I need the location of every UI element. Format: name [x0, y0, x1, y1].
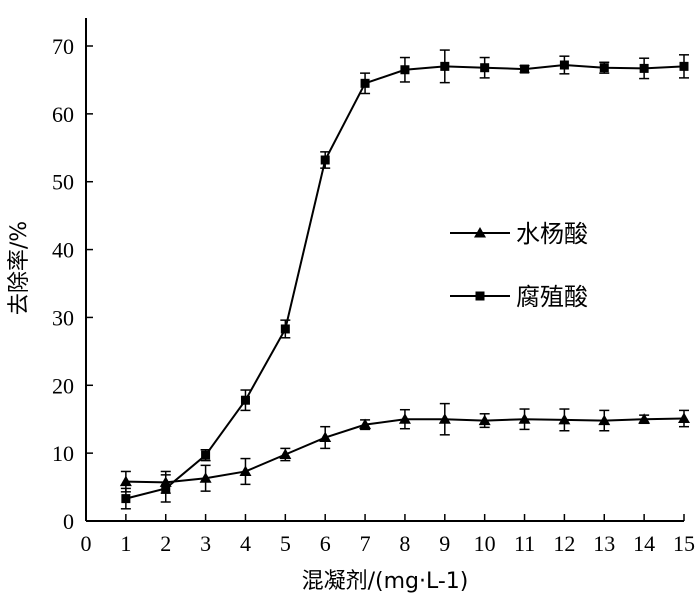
x-axis-label: 混凝剂/(mg·L-1) — [302, 569, 469, 594]
y-axis-ticks: 0 10 20 30 40 50 60 70 — [52, 34, 93, 534]
axes — [85, 18, 684, 522]
data-point — [559, 60, 569, 70]
legend-item: 腐殖酸 — [450, 283, 588, 311]
data-point — [639, 63, 649, 73]
data-point — [360, 78, 370, 88]
x-tick-label: 1 — [120, 531, 131, 556]
x-tick-label: 4 — [240, 531, 251, 556]
x-tick-label: 2 — [160, 531, 171, 556]
data-point — [520, 64, 530, 74]
data-point — [320, 155, 330, 165]
series-layer — [119, 49, 690, 510]
x-tick-label: 11 — [514, 531, 535, 556]
x-tick-label: 3 — [200, 531, 211, 556]
x-tick-label: 13 — [593, 531, 615, 556]
data-point — [678, 412, 690, 424]
data-point — [239, 465, 252, 476]
data-point — [280, 324, 290, 334]
data-point — [558, 413, 571, 425]
legend-label: 水杨酸 — [516, 220, 588, 248]
y-tick-label: 10 — [52, 441, 74, 466]
data-point — [679, 61, 689, 71]
data-point — [518, 413, 531, 424]
data-point — [398, 413, 411, 424]
series-line — [125, 63, 685, 500]
series-triangle — [119, 402, 690, 494]
data-point — [161, 483, 171, 493]
x-tick-label: 6 — [320, 531, 331, 556]
data-point — [319, 431, 332, 443]
data-point — [638, 413, 651, 424]
legend-marker — [474, 227, 486, 238]
data-point — [478, 414, 491, 426]
data-point — [359, 418, 372, 430]
x-tick-label: 10 — [474, 531, 496, 556]
y-tick-label: 60 — [52, 102, 74, 127]
x-tick-label: 15 — [673, 531, 695, 556]
data-point — [438, 413, 451, 424]
data-point — [199, 472, 212, 483]
y-tick-label: 50 — [52, 170, 74, 195]
data-point — [400, 65, 410, 75]
data-point — [119, 475, 132, 487]
y-tick-label: 20 — [52, 373, 74, 398]
series-square — [120, 49, 689, 510]
x-tick-label: 5 — [280, 531, 291, 556]
data-point — [201, 450, 211, 460]
x-axis-ticks: 0 1 2 3 4 5 6 7 8 9 10 11 12 13 14 15 — [81, 514, 695, 556]
y-tick-label: 0 — [63, 509, 74, 534]
legend-label: 腐殖酸 — [516, 283, 588, 311]
x-tick-label: 8 — [399, 531, 410, 556]
x-tick-label: 14 — [633, 531, 655, 556]
y-tick-label: 70 — [52, 34, 74, 59]
y-axis-label: 去除率/% — [7, 221, 32, 315]
x-tick-label: 9 — [439, 531, 450, 556]
data-point — [599, 63, 609, 73]
data-point — [480, 63, 490, 73]
data-point — [121, 494, 131, 504]
data-point — [240, 395, 250, 405]
x-tick-label: 0 — [81, 531, 92, 556]
y-tick-label: 40 — [52, 238, 74, 263]
data-point — [440, 61, 450, 71]
legend-marker — [475, 291, 485, 301]
x-tick-label: 12 — [553, 531, 575, 556]
x-tick-label: 7 — [360, 531, 371, 556]
data-point — [598, 414, 611, 426]
y-tick-label: 30 — [52, 305, 74, 330]
legend-item: 水杨酸 — [450, 220, 588, 248]
data-point — [279, 448, 292, 459]
